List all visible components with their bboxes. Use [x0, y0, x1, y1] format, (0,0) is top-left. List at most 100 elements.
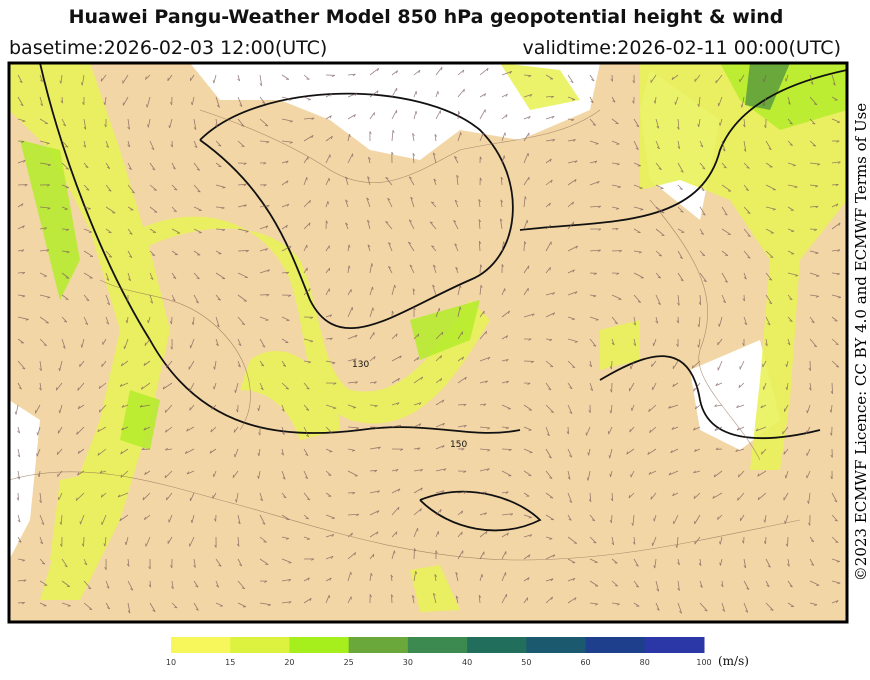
- wind-arrow: [655, 580, 660, 592]
- wind-arrow: [785, 470, 789, 479]
- wind-arrow-head: [124, 541, 127, 545]
- wind-arrow: [676, 536, 679, 548]
- wind-arrow: [79, 360, 85, 368]
- wind-arrow-head: [592, 124, 596, 126]
- wind-arrow: [694, 448, 701, 452]
- wind-arrow-head: [395, 333, 398, 337]
- wind-arrow-head: [345, 222, 349, 226]
- wind-arrow-head: [351, 532, 353, 536]
- wind-arrow: [429, 221, 437, 230]
- wind-arrow: [17, 159, 26, 164]
- wind-arrow-head: [126, 563, 130, 567]
- wind-arrow-head: [373, 381, 377, 384]
- wind-arrow-head: [398, 424, 402, 428]
- wind-arrow: [611, 492, 614, 501]
- wind-arrow: [671, 74, 679, 81]
- wind-arrow: [347, 153, 354, 164]
- wind-arrow-head: [785, 386, 788, 390]
- wind-arrow-head: [47, 207, 51, 210]
- wind-arrow: [755, 426, 767, 432]
- wind-arrow: [281, 492, 287, 499]
- wind-arrow-head: [815, 252, 819, 255]
- wind-arrow-head: [143, 362, 146, 366]
- wind-arrow: [347, 404, 356, 408]
- wind-arrow-head: [310, 340, 314, 343]
- wind-arrow-head: [263, 184, 267, 187]
- wind-arrow: [457, 306, 461, 318]
- wind-arrow: [765, 140, 772, 151]
- wind-arrow-head: [172, 167, 176, 170]
- wind-arrow: [127, 580, 134, 591]
- wind-arrow-head: [236, 409, 239, 413]
- wind-shading-max: [745, 63, 790, 110]
- wind-arrow-head: [58, 367, 61, 371]
- wind-arrow-head: [127, 610, 131, 614]
- wind-arrow: [105, 272, 110, 281]
- wind-arrow: [39, 272, 47, 277]
- wind-arrow: [430, 201, 437, 208]
- wind-arrow: [672, 360, 679, 370]
- wind-arrow-head: [835, 203, 839, 207]
- wind-arrow: [699, 206, 706, 216]
- wind-arrow-head: [505, 114, 508, 118]
- wind-arrow: [611, 558, 618, 564]
- wind-arrow-head: [463, 89, 465, 93]
- wind-arrow-head: [746, 587, 750, 590]
- wind-arrow: [457, 132, 462, 142]
- wind-arrow: [763, 96, 767, 107]
- wind-arrow-head: [165, 447, 168, 451]
- wind-arrow-head: [352, 73, 356, 77]
- wind-arrow-head: [289, 120, 293, 123]
- wind-arrow: [478, 219, 481, 230]
- wind-arrow-head: [408, 176, 412, 179]
- wind-arrow-head: [329, 337, 333, 341]
- wind-arrow-head: [263, 162, 267, 165]
- wind-arrow-head: [609, 519, 612, 524]
- wind-arrow: [303, 244, 308, 252]
- wind-arrow: [369, 446, 381, 450]
- wind-arrow-head: [150, 277, 154, 280]
- wind-arrow-head: [17, 454, 21, 458]
- wind-arrow: [214, 360, 217, 370]
- wind-arrow: [589, 602, 598, 605]
- wind-arrow: [303, 382, 310, 390]
- wind-arrow-head: [443, 468, 447, 471]
- wind-arrow-head: [414, 548, 417, 552]
- wind-arrow: [303, 514, 309, 520]
- wind-arrow: [35, 404, 41, 414]
- wind-arrow-head: [433, 178, 437, 182]
- wind-arrow: [303, 360, 312, 363]
- wind-arrow: [589, 580, 599, 587]
- wind-arrow-head: [267, 269, 270, 273]
- wind-arrow-head: [128, 278, 131, 281]
- wind-arrow-head: [21, 249, 25, 253]
- wind-arrow-head: [442, 445, 445, 449]
- wind-arrow: [369, 90, 379, 98]
- wind-arrow-head: [763, 541, 766, 545]
- wind-arrow: [545, 448, 552, 459]
- wind-arrow-head: [171, 586, 174, 590]
- wind-arrow-head: [345, 176, 349, 180]
- wind-arrow-head: [591, 519, 595, 522]
- wind-arrow: [215, 602, 224, 607]
- wind-arrow-head: [46, 184, 50, 187]
- wind-arrow: [453, 220, 459, 230]
- wind-arrow: [567, 492, 573, 503]
- wind-arrow-head: [598, 205, 602, 209]
- wind-arrow-head: [352, 492, 356, 495]
- wind-arrow: [325, 555, 334, 560]
- wind-arrow: [633, 602, 640, 607]
- wind-arrow-head: [440, 355, 443, 359]
- wind-arrow: [677, 184, 683, 190]
- wind-arrow-head: [193, 564, 196, 568]
- wind-arrow: [699, 184, 705, 192]
- wind-arrow: [237, 250, 249, 252]
- wind-arrow-head: [597, 249, 601, 253]
- wind-arrow-head: [816, 275, 820, 277]
- wind-arrow: [455, 572, 459, 582]
- wind-arrow: [121, 426, 129, 431]
- wind-arrow: [831, 161, 841, 164]
- wind-arrow-head: [44, 227, 47, 230]
- wind-arrow-head: [552, 312, 556, 316]
- wind-arrow-head: [815, 205, 819, 209]
